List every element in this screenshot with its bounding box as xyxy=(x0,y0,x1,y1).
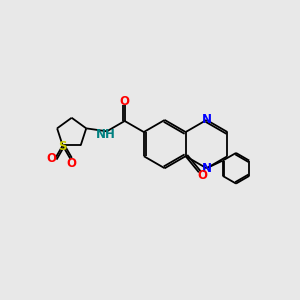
Text: NH: NH xyxy=(95,128,115,141)
Text: O: O xyxy=(66,157,76,170)
Text: N: N xyxy=(202,162,212,175)
Text: O: O xyxy=(197,169,207,182)
Text: O: O xyxy=(119,95,129,108)
Text: N: N xyxy=(202,113,212,127)
Text: S: S xyxy=(58,140,66,153)
Text: O: O xyxy=(46,152,56,165)
